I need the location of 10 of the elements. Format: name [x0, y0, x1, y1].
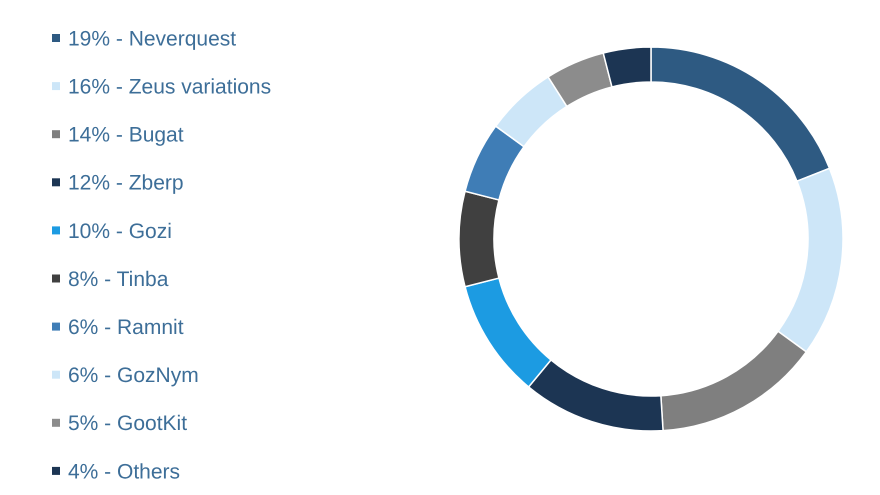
- legend-label: 8% - Tinba: [68, 268, 169, 291]
- legend-label: 6% - Ramnit: [68, 316, 184, 339]
- legend-label: 14% - Bugat: [68, 124, 184, 147]
- legend-label: 6% - GozNym: [68, 364, 199, 388]
- legend-label: 12% - Zberp: [68, 172, 184, 195]
- legend-label: 19% - Neverquest: [68, 27, 236, 50]
- legend-label: 10% - Gozi: [68, 220, 172, 243]
- legend-label: 4% - Others: [68, 460, 180, 484]
- legend-label: 16% - Zeus variations: [68, 75, 272, 98]
- legend-label: 5% - GootKit: [68, 412, 188, 436]
